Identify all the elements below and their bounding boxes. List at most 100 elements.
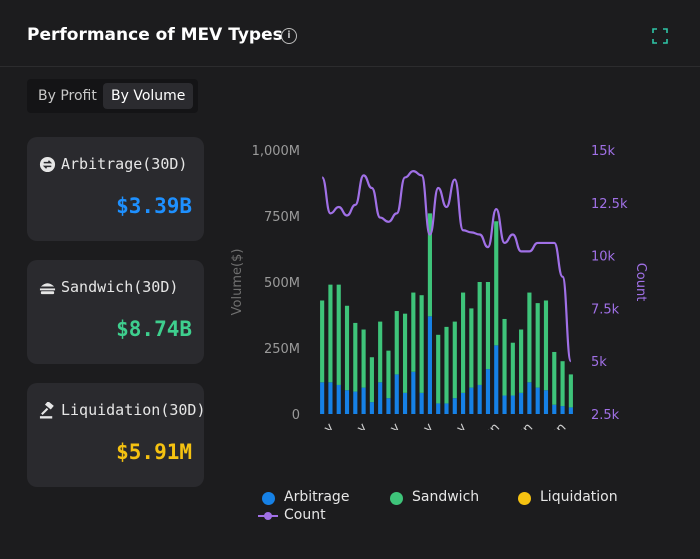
sandwich-bar [369, 357, 374, 403]
info-icon[interactable]: i [281, 28, 297, 44]
sandwich-bar [328, 284, 333, 383]
arbitrage-bar [535, 387, 540, 414]
arbitrage-bar [402, 392, 408, 414]
arbitrage-bar [361, 387, 366, 414]
arbitrage-bar [461, 392, 466, 414]
arbitrage-bar [353, 391, 358, 414]
y-tick-label: 250M [264, 342, 300, 357]
arbitrage-bar [543, 390, 549, 414]
legend-count-marker [258, 512, 278, 520]
y2-tick-label: 5k [591, 355, 607, 370]
sandwich-bar [535, 303, 540, 388]
liquidation-stat-card: Liquidation(30D) $5.91M [27, 383, 206, 487]
arbitrage-bar [320, 382, 325, 414]
sandwich-icon [39, 283, 56, 295]
arbitrage-icon [39, 156, 56, 173]
sandwich-bar [485, 282, 491, 370]
sandwich-bar [336, 284, 341, 385]
y2-tick-label: 7.5k [591, 302, 620, 317]
arbitrage-bar [568, 407, 573, 414]
sandwich-bar [361, 329, 366, 388]
arbitrage-bar [386, 398, 391, 414]
card-title: Performance of MEV Types [27, 25, 283, 45]
legend-sandwich-marker [390, 492, 403, 505]
sandwich-bar [402, 313, 408, 393]
legend-liquidation-marker [518, 492, 531, 505]
card-header: Performance of MEV Types i [0, 0, 700, 67]
arbitrage-bar [344, 390, 350, 414]
arbitrage-bar [485, 369, 491, 414]
sandwich-bar [394, 311, 399, 375]
x-tick-label: 9. Jun [533, 420, 570, 430]
sandwich-bar [427, 213, 432, 317]
liquidation-label: Liquidation(30D) [61, 401, 206, 419]
sandwich-bar [510, 342, 515, 396]
y-tick-label: 0 [292, 408, 300, 423]
arbitrage-bar [419, 392, 424, 414]
sandwich-label: Sandwich(30D) [61, 278, 179, 296]
sandwich-bar [543, 300, 549, 391]
y-tick-label: 1,000M [252, 144, 300, 159]
fullscreen-icon[interactable] [652, 28, 668, 44]
sandwich-bar [444, 326, 449, 404]
sandwich-bar [353, 322, 358, 392]
arbitrage-bar [494, 345, 499, 414]
y-axis-title: Volume($) [230, 249, 245, 316]
arbitrage-value: $3.39B [116, 194, 192, 218]
arbitrage-bar [560, 406, 565, 414]
sandwich-bar [560, 361, 565, 407]
by-profit-button[interactable]: By Profit [38, 88, 97, 104]
sandwich-bar [568, 374, 573, 408]
arbitrage-bar [510, 395, 515, 414]
y2-tick-label: 12.5k [591, 197, 628, 212]
arbitrage-stat-card: Arbitrage(30D) $3.39B [27, 137, 204, 241]
arbitrage-bar [427, 316, 432, 414]
sandwich-bar [461, 292, 466, 393]
arbitrage-bar [436, 403, 441, 414]
sandwich-bar [411, 292, 416, 372]
y-tick-label: 750M [264, 210, 300, 225]
arbitrage-label: Arbitrage(30D) [61, 155, 188, 173]
sandwich-bar [452, 321, 457, 399]
arbitrage-bar [502, 395, 507, 414]
metric-toggle: By Profit By Volume [27, 79, 198, 113]
legend-arbitrage-label: Arbitrage [284, 489, 350, 505]
y2-tick-label: 15k [591, 144, 616, 159]
sandwich-bar [378, 321, 383, 383]
sandwich-bar [320, 300, 325, 383]
x-tick-label: 1. Jun [466, 420, 503, 430]
sandwich-bar [477, 282, 482, 385]
sandwich-bar [469, 308, 474, 388]
arbitrage-bar [477, 384, 482, 414]
sandwich-bar [386, 350, 391, 399]
y-tick-label: 500M [264, 276, 300, 291]
sandwich-bar [527, 292, 532, 383]
volume-chart: 0 250M 500M 750M 1,000M 2.5k 5k 7.5k 10k 12.5k 15k… [230, 144, 648, 430]
sandwich-bar [552, 351, 557, 405]
sandwich-bar [436, 334, 441, 404]
y2-axis-title: Count [633, 263, 648, 302]
count-line [321, 170, 572, 363]
sandwich-bar [419, 295, 424, 393]
by-volume-button[interactable]: By Volume [103, 83, 194, 109]
legend-liquidation-label: Liquidation [540, 489, 618, 505]
arbitrage-bar [378, 382, 383, 414]
sandwich-bar [494, 221, 499, 346]
arbitrage-bar [394, 374, 399, 414]
arbitrage-bar [519, 392, 524, 414]
arbitrage-bar [444, 403, 449, 414]
arbitrage-bar [336, 384, 341, 414]
legend-sandwich-label: Sandwich [412, 489, 480, 505]
arbitrage-bar [552, 404, 557, 414]
legend-arbitrage-marker [262, 492, 275, 505]
x-tick-label: 5. Jun [500, 420, 537, 430]
sandwich-stat-card: Sandwich(30D) $8.74B [27, 260, 204, 364]
sandwich-bar [519, 329, 524, 393]
gavel-icon [39, 402, 54, 419]
arbitrage-bar [469, 387, 474, 414]
arbitrage-bar [411, 371, 416, 414]
y2-tick-label: 10k [591, 250, 616, 265]
sandwich-bar [344, 305, 350, 391]
arbitrage-bar [369, 402, 374, 414]
